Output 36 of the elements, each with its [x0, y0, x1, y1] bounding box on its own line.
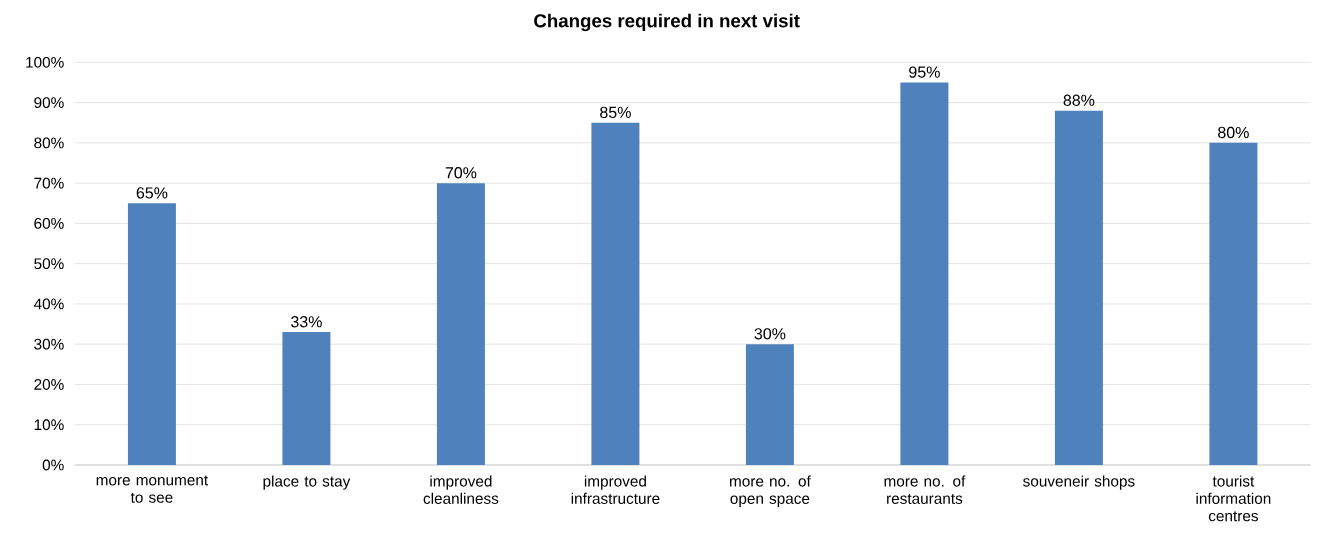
y-tick-label: 30% [34, 338, 64, 350]
data-label: 65% [136, 187, 168, 199]
data-label: 80% [1218, 126, 1249, 139]
x-tick-label: improved infrastructure [571, 475, 660, 504]
y-tick-label: 0% [42, 459, 64, 471]
y-tick-label: 60% [34, 217, 64, 229]
data-label: 33% [291, 316, 322, 328]
chart-title: Changes required in next visit [534, 13, 800, 32]
y-tick-label: 70% [34, 177, 64, 189]
data-label: 95% [909, 66, 940, 78]
x-tick-label: more no. of restaurants [884, 475, 966, 504]
bar [591, 122, 640, 465]
x-tick-label: more monument to see [96, 475, 209, 503]
bar [745, 344, 794, 465]
x-tick-label: place to stay [263, 475, 351, 490]
bar [127, 203, 176, 465]
x-tick-label: tourist information centres [1196, 475, 1271, 522]
bar [900, 82, 949, 465]
x-tick-label: souveneir shops [1023, 475, 1135, 490]
bar [436, 183, 485, 465]
y-tick-label: 40% [33, 298, 64, 310]
data-label: 70% [445, 167, 477, 179]
data-label: 30% [754, 328, 786, 340]
y-tick-label: 50% [34, 258, 64, 270]
y-tick-label: 90% [34, 97, 64, 109]
x-tick-label: more no. of open space [730, 475, 811, 507]
bar [1054, 110, 1103, 465]
y-tick-label: 100% [26, 56, 64, 68]
y-tick-label: 80% [34, 137, 64, 149]
data-label: 88% [1063, 94, 1095, 106]
x-tick-label: improved cleanliness [423, 475, 499, 504]
bar [1209, 142, 1258, 465]
bar [282, 332, 331, 465]
y-tick-label: 10% [34, 419, 64, 431]
y-tick-label: 20% [34, 379, 64, 390]
data-label: 85% [600, 106, 631, 119]
